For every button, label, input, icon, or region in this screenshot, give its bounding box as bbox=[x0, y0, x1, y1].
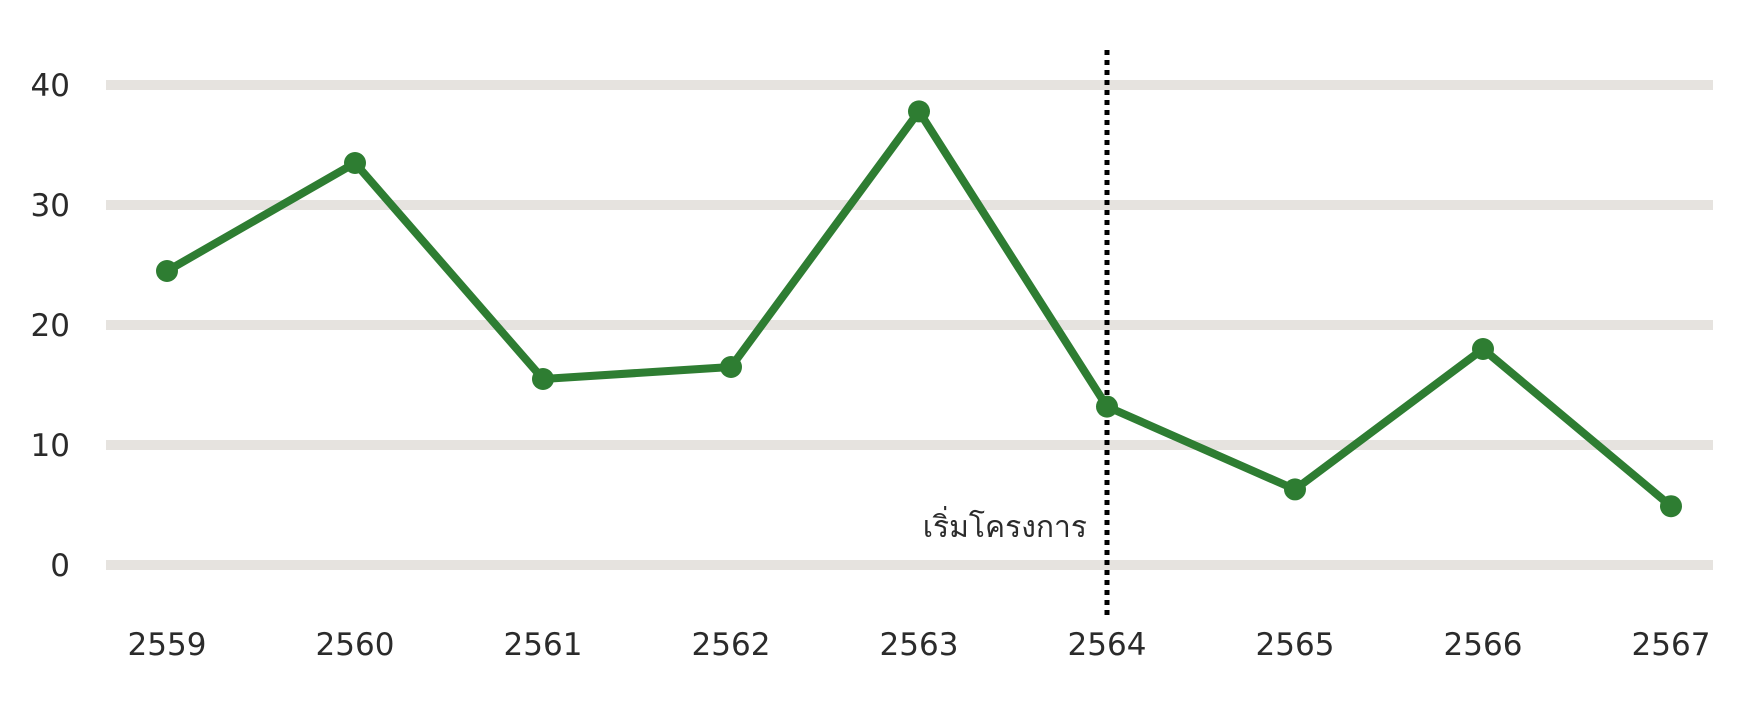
x-axis-labels: 2559 2560 2561 2562 2563 2564 2565 2566 2567 bbox=[128, 627, 1711, 663]
y-tick-label: 20 bbox=[31, 308, 70, 344]
x-tick-label: 2561 bbox=[504, 627, 583, 663]
x-tick-label: 2559 bbox=[128, 627, 207, 663]
y-tick-label: 30 bbox=[31, 188, 70, 224]
y-tick-label: 0 bbox=[50, 548, 70, 584]
data-point bbox=[344, 152, 366, 174]
y-tick-label: 40 bbox=[31, 68, 70, 104]
y-tick-label: 10 bbox=[31, 428, 70, 464]
x-tick-label: 2567 bbox=[1632, 627, 1711, 663]
data-point bbox=[532, 368, 554, 390]
y-axis-labels: 0 10 20 30 40 bbox=[31, 68, 70, 584]
data-point bbox=[1284, 478, 1306, 501]
data-point bbox=[1096, 395, 1118, 418]
data-point bbox=[156, 260, 178, 282]
series-line-layer bbox=[156, 100, 1682, 518]
project-start-label: เริ่มโครงการ bbox=[923, 506, 1087, 545]
data-point bbox=[720, 356, 742, 378]
x-tick-label: 2560 bbox=[316, 627, 395, 663]
data-point bbox=[1472, 338, 1494, 360]
x-tick-label: 2564 bbox=[1068, 627, 1147, 663]
data-point bbox=[1660, 495, 1682, 518]
x-tick-label: 2562 bbox=[692, 627, 771, 663]
annotation: เริ่มโครงการ bbox=[923, 50, 1110, 620]
gridlines bbox=[106, 80, 1713, 570]
data-point bbox=[908, 100, 930, 123]
x-tick-label: 2565 bbox=[1256, 627, 1335, 663]
x-tick-label: 2566 bbox=[1444, 627, 1523, 663]
x-tick-label: 2563 bbox=[880, 627, 959, 663]
